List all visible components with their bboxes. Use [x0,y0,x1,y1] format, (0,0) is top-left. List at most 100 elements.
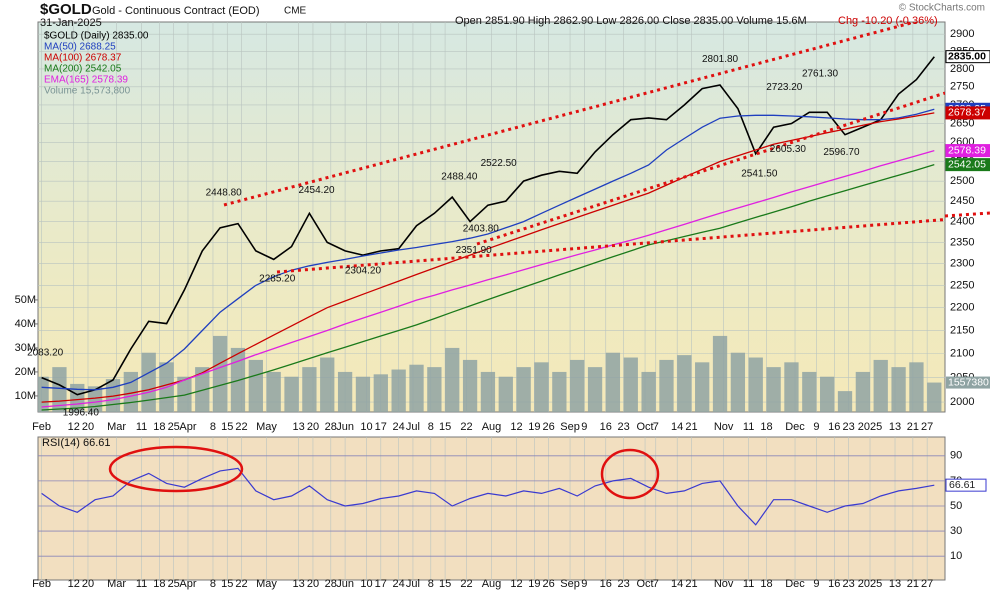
x-tick-label: 21 [907,578,919,590]
volume-bar [337,371,353,412]
volume-bar [284,376,299,412]
x-tick-label: Jun [336,421,354,433]
price-annotation: 2488.40 [441,171,478,182]
x-tick-label: 8 [428,578,434,590]
volume-bar [587,367,603,412]
x-tick-label: 9 [581,578,587,590]
x-tick-label: 12 [68,578,80,590]
volume-bar [302,367,317,412]
x-tick-label: 17 [375,578,387,590]
legend-entry: MA(50) 2688.25 [44,42,116,53]
volume-tick-label: 20M [15,366,36,378]
x-tick-label: 10 [360,421,372,433]
moving-average-line [41,108,935,391]
legend-entry: EMA(165) 2578.39 [44,75,128,86]
volume-bar [355,376,371,412]
x-tick-label: 14 [671,578,683,590]
volume-bar [677,355,692,412]
y-tick-label: 2750 [950,81,974,93]
volume-bar [266,371,281,412]
x-tick-label: Aug [482,421,502,433]
volume-bar [927,382,942,412]
volume-tick-label: 10M [15,390,36,402]
text-layer: $GOLD Gold - Continuous Contract (EOD) C… [15,1,990,590]
end-label-box [945,106,990,120]
volume-bar [498,376,513,412]
volume-bar [623,357,638,412]
volume-tick-label: 40M [15,318,36,330]
volume-bar [802,371,817,412]
price-annotation: 1996.40 [63,407,100,418]
legend-entry: $GOLD (Daily) 2835.00 [44,31,149,42]
volume-bar [695,362,710,412]
end-label-box [946,376,990,389]
volume-bar [177,376,192,412]
end-label: 2578.39 [948,144,986,156]
x-tick-label: 10 [360,578,372,590]
x-tick-label: 18 [153,421,165,433]
volume-bar [605,352,621,412]
x-tick-label: Nov [714,421,734,433]
rsi-tick-label: 30 [950,525,962,537]
x-tick-label: 27 [921,578,933,590]
end-label: 66.61 [949,479,975,491]
volume-bar [820,376,835,412]
end-label-box [945,478,987,492]
x-tick-label: 18 [760,578,772,590]
end-label-box [945,158,990,172]
legend-entry: Volume 15,573,800 [44,86,131,97]
volume-bar [320,357,335,412]
volume-bar [38,376,49,412]
volume-bar [391,369,406,412]
x-tick-label: Sep [560,421,580,433]
x-tick-label: Mar [107,421,126,433]
x-tick-label: 13 [889,578,901,590]
x-tick-label: 19 [528,421,540,433]
price-annotation: 2723.20 [766,82,803,93]
y-tick-label: 2650 [950,117,974,129]
rsi-tick-label: 10 [950,550,962,562]
x-tick-label: 7 [653,578,659,590]
x-tick-label: Sep [560,578,580,590]
x-tick-label: 21 [907,421,919,433]
x-tick-label: Oct [636,578,653,590]
end-label: 2542.05 [948,158,986,170]
y-tick-label: 2300 [950,258,974,270]
volume-bar [462,359,478,412]
volume-bar [659,359,674,412]
x-tick-label: 13 [293,578,305,590]
x-tick-label: 11 [136,421,147,433]
x-tick-label: 2025 [858,421,882,433]
volume-bar [784,362,799,412]
price-annotation: 2083.20 [27,347,64,358]
x-tick-label: 9 [813,578,819,590]
volume-bar [873,359,888,412]
price-annotation: 2801.80 [702,54,739,65]
x-tick-label: 16 [828,421,840,433]
x-tick-label: 12 [68,421,80,433]
trendline [223,22,921,207]
volume-bar [70,383,85,412]
volume-bar [409,364,424,412]
rsi-layer [41,467,935,526]
volume-bar [480,371,496,412]
volume-bar [516,367,531,412]
x-tick-label: 28 [325,421,337,433]
volume-bar [427,367,442,412]
x-tick-label: 20 [82,421,94,433]
volume-bar [766,367,781,412]
x-tick-label: Dec [785,578,805,590]
x-tick-label: Dec [785,421,805,433]
y-tick-label: 2150 [950,324,974,336]
subtitle: Gold - Continuous Contract (EOD) [92,5,260,17]
volume-bar [712,335,728,412]
x-tick-label: 24 [393,578,405,590]
x-tick-label: Feb [32,578,51,590]
trendline [476,91,945,246]
rsi-title: RSI(14) 66.61 [42,437,110,449]
end-label-box [945,50,990,64]
volume-bar [141,352,156,412]
x-tick-label: Nov [714,578,734,590]
x-tick-label: 24 [393,421,405,433]
y-tick-label: 2900 [950,28,974,40]
